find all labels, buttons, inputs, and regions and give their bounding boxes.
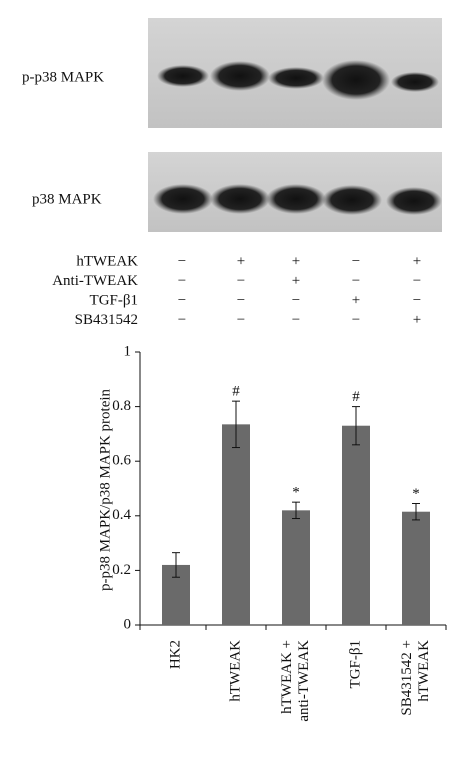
treatment-sign: − bbox=[292, 312, 300, 328]
x-tick-label: hTWEAK bbox=[416, 640, 432, 702]
annotation: * bbox=[412, 486, 420, 502]
annotation: # bbox=[352, 389, 360, 405]
treatment-sign: − bbox=[178, 312, 186, 328]
y-tick-label: 1 bbox=[124, 343, 132, 359]
treatment-sign: − bbox=[178, 273, 186, 289]
y-tick-label: 0.8 bbox=[112, 398, 131, 414]
annotation: * bbox=[292, 485, 300, 501]
treatment-sign: − bbox=[237, 273, 245, 289]
treatment-sign: + bbox=[413, 312, 421, 328]
treatment-sign: + bbox=[352, 292, 360, 308]
treatment-sign: − bbox=[352, 273, 360, 289]
y-tick-label: 0.2 bbox=[112, 562, 131, 578]
bar bbox=[222, 424, 250, 625]
treatment-sign: − bbox=[237, 312, 245, 328]
treatment-label: Anti-TWEAK bbox=[52, 273, 138, 289]
blot-label: p-p38 MAPK bbox=[22, 69, 104, 85]
treatment-sign: − bbox=[352, 312, 360, 328]
treatment-label: hTWEAK bbox=[76, 253, 138, 269]
treatment-sign: − bbox=[413, 292, 421, 308]
x-tick-label: anti-TWEAK bbox=[296, 640, 312, 722]
x-tick-label: SB431542 + bbox=[399, 640, 415, 716]
treatment-sign: − bbox=[237, 292, 245, 308]
y-axis-label: p-p38 MAPK/p38 MAPK protein bbox=[97, 388, 113, 591]
x-tick-label: HK2 bbox=[167, 640, 183, 669]
treatment-sign: + bbox=[413, 253, 421, 269]
x-tick-label: TGF-β1 bbox=[347, 640, 363, 688]
bar bbox=[282, 510, 310, 625]
bar bbox=[402, 511, 430, 625]
y-tick-label: 0 bbox=[124, 616, 132, 632]
blot-bottom bbox=[148, 152, 442, 232]
bar bbox=[342, 425, 370, 625]
treatment-sign: + bbox=[292, 253, 300, 269]
treatment-sign: − bbox=[352, 253, 360, 269]
blot-label: p38 MAPK bbox=[32, 191, 102, 207]
treatment-sign: + bbox=[292, 273, 300, 289]
y-tick-label: 0.4 bbox=[112, 507, 131, 523]
treatment-sign: − bbox=[178, 292, 186, 308]
treatment-label: SB431542 bbox=[75, 312, 138, 328]
blot-top bbox=[148, 18, 442, 128]
treatment-label: TGF-β1 bbox=[90, 292, 138, 308]
treatment-sign: − bbox=[292, 292, 300, 308]
x-tick-label: hTWEAK bbox=[227, 640, 243, 702]
x-tick-label: hTWEAK + bbox=[279, 640, 295, 714]
treatment-sign: + bbox=[237, 253, 245, 269]
treatment-sign: − bbox=[413, 273, 421, 289]
treatment-sign: − bbox=[178, 253, 186, 269]
y-tick-label: 0.6 bbox=[112, 453, 131, 469]
annotation: # bbox=[232, 384, 240, 400]
